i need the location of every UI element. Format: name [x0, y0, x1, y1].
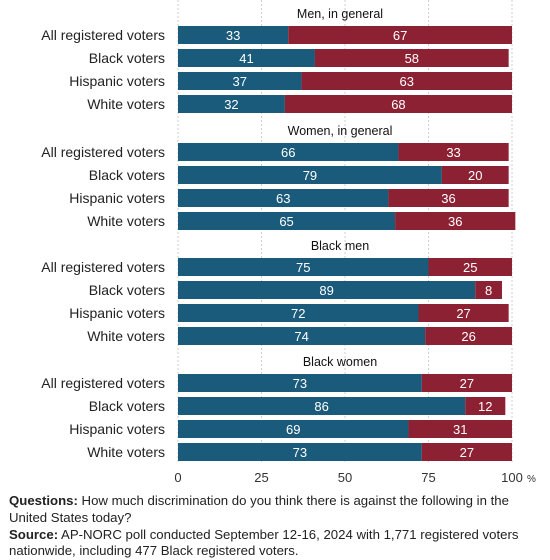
bar-segment-first [178, 281, 476, 299]
group-title: Women, in general [288, 124, 393, 138]
row-label: White voters [87, 328, 165, 344]
data-label: 65 [279, 214, 293, 229]
group-title: Men, in general [297, 7, 383, 21]
bar-segment-second [408, 420, 512, 438]
data-label: 68 [391, 97, 405, 112]
bar-segment-second [465, 397, 506, 415]
data-label: 63 [276, 191, 290, 206]
data-label: 36 [441, 191, 455, 206]
data-label: 73 [293, 376, 307, 391]
questions-label: Questions: [9, 493, 78, 508]
row-label: White voters [87, 96, 165, 112]
group-title: Black women [303, 355, 377, 369]
data-label: 79 [303, 168, 317, 183]
row-label: Black voters [89, 398, 165, 414]
stacked-bar-chart: Men, in general All registered voters 33 67… [41, 0, 536, 485]
bar-segment-first [178, 26, 289, 44]
data-label: 67 [393, 28, 407, 43]
group-title: Black men [311, 239, 369, 253]
bar-segment-second [388, 189, 509, 207]
bar-segment-first [178, 49, 315, 67]
data-label: 31 [453, 422, 467, 437]
data-label: 58 [405, 51, 419, 66]
bar-segment-first [178, 397, 466, 415]
bar-segment-second [428, 258, 512, 276]
bar-segment-first [178, 443, 422, 461]
row-label: All registered voters [41, 259, 165, 275]
row-label: Hispanic voters [69, 73, 165, 89]
x-tick-label: 75 [421, 470, 435, 485]
bar-segment-first [178, 143, 399, 161]
data-label: 32 [224, 97, 238, 112]
questions-text: How much discrimination do you think the… [9, 493, 509, 525]
bar-segment-second [284, 95, 512, 113]
data-label: 86 [314, 399, 328, 414]
data-label: 66 [281, 145, 295, 160]
bar-segment-first [178, 327, 426, 345]
bar-segment-first [178, 212, 396, 230]
data-label: 89 [319, 283, 333, 298]
row-label: White voters [87, 213, 165, 229]
questions-note: Questions: How much discrimination do yo… [9, 493, 544, 527]
row-label: Hispanic voters [69, 421, 165, 437]
data-label: 12 [478, 399, 492, 414]
data-label: 75 [296, 260, 310, 275]
x-tick-label: 25 [254, 470, 268, 485]
source-text: AP-NORC poll conducted September 12-16, … [9, 526, 519, 559]
data-label: 37 [233, 74, 247, 89]
bar-segment-first [178, 72, 302, 90]
bar-segment-second [314, 49, 509, 67]
source-note: Source: AP-NORC poll conducted September… [9, 527, 544, 560]
bar-segment-second [288, 26, 512, 44]
data-label: 74 [294, 329, 308, 344]
data-label: 26 [461, 329, 475, 344]
bar-segment-second [421, 443, 512, 461]
bar-segment-first [178, 189, 389, 207]
bar-segment-first [178, 374, 422, 392]
data-label: 69 [286, 422, 300, 437]
data-label: 41 [239, 51, 253, 66]
row-label: All registered voters [41, 375, 165, 391]
bar-segment-first [178, 95, 285, 113]
x-tick-label: 100 [501, 470, 523, 485]
row-label: Black voters [89, 50, 165, 66]
data-label: 27 [456, 306, 470, 321]
row-label: Hispanic voters [69, 305, 165, 321]
x-tick-label: 0 [174, 470, 181, 485]
x-tick-label: 50 [338, 470, 352, 485]
data-label: 36 [448, 214, 462, 229]
row-label: Black voters [89, 167, 165, 183]
bar-segment-second [425, 327, 512, 345]
row-label: White voters [87, 444, 165, 460]
bar-segment-first [178, 304, 419, 322]
source-label: Source: [9, 526, 59, 542]
data-label: 27 [460, 376, 474, 391]
bar-segment-first [178, 420, 409, 438]
data-label: 27 [460, 445, 474, 460]
bar-segment-second [421, 374, 512, 392]
data-label: 33 [226, 28, 240, 43]
data-label: 73 [293, 445, 307, 460]
chart-footer: Questions: How much discrimination do yo… [9, 493, 544, 560]
row-label: Hispanic voters [69, 190, 165, 206]
data-label: 25 [463, 260, 477, 275]
bar-segment-second [395, 212, 516, 230]
data-label: 72 [291, 306, 305, 321]
bar-segment-first [178, 166, 442, 184]
x-unit-label: % [527, 474, 536, 485]
row-label: All registered voters [41, 144, 165, 160]
bar-segment-second [441, 166, 509, 184]
row-label: All registered voters [41, 27, 165, 43]
data-label: 8 [485, 283, 492, 298]
row-label: Black voters [89, 282, 165, 298]
bar-segment-second [475, 281, 502, 299]
bar-segment-first [178, 258, 429, 276]
bar-segment-second [398, 143, 509, 161]
bar-segment-second [418, 304, 509, 322]
data-label: 20 [468, 168, 482, 183]
data-label: 33 [446, 145, 460, 160]
bar-segment-second [301, 72, 512, 90]
data-label: 63 [400, 74, 414, 89]
